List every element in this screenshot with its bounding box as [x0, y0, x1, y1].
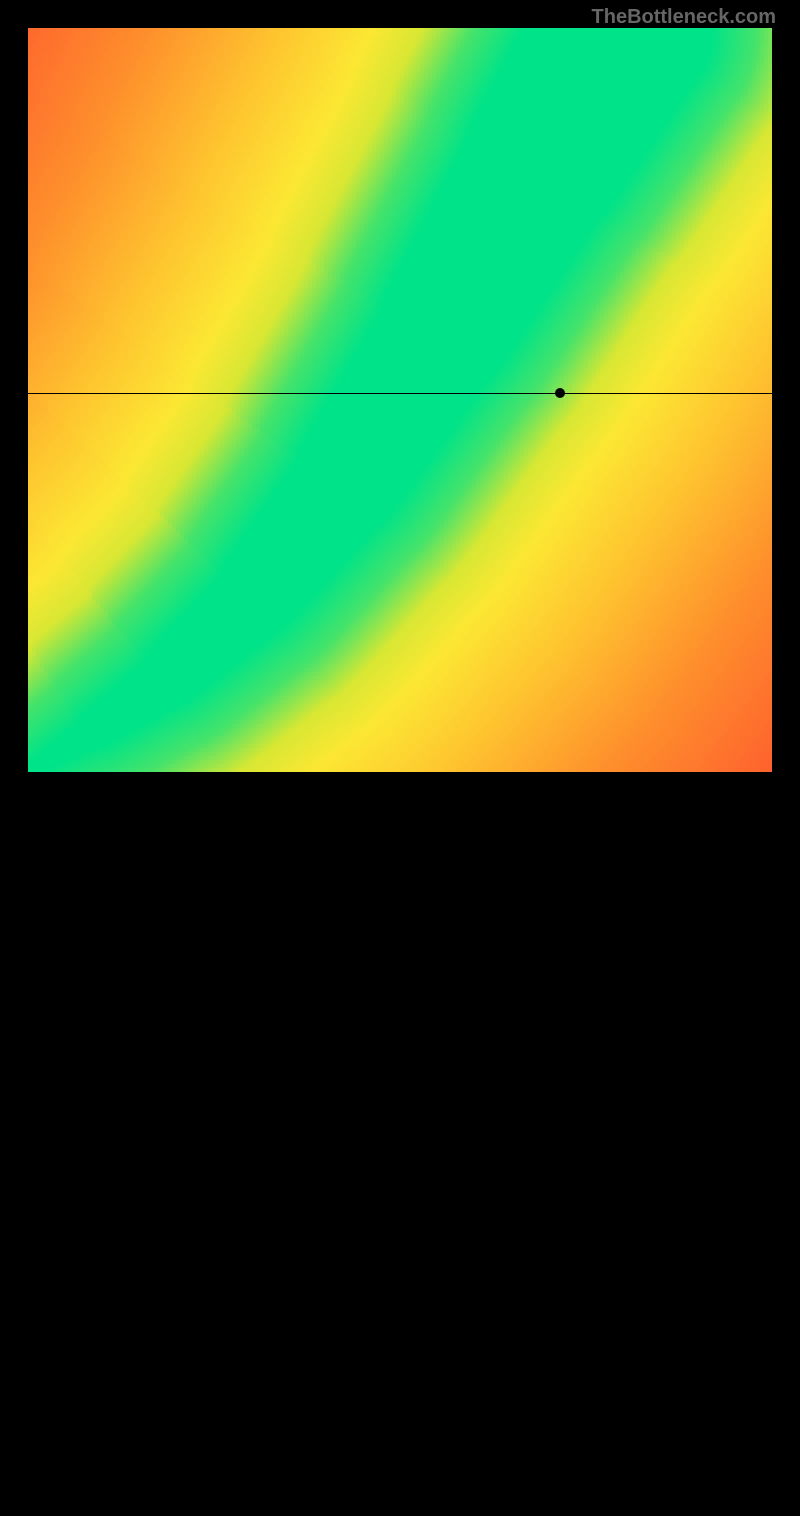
plot-area: [28, 28, 772, 772]
watermark-text: TheBottleneck.com: [592, 6, 776, 29]
crosshair-marker: [555, 388, 565, 398]
heatmap-canvas: [28, 28, 772, 772]
crosshair-horizontal: [28, 393, 772, 394]
crosshair-vertical: [560, 772, 561, 1516]
